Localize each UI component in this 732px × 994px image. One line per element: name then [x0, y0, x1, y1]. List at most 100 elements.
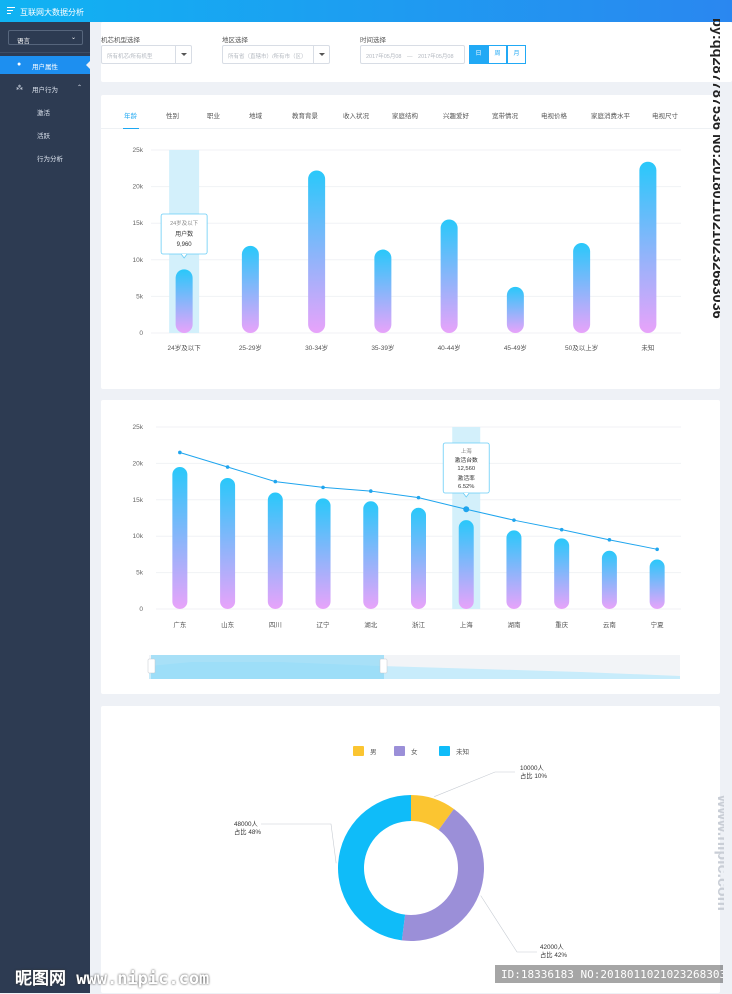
sidebar-item-user-attributes[interactable]: ● 用户属性: [0, 56, 90, 74]
user-icon: ●: [17, 61, 22, 68]
y-tick-label: 15k: [133, 220, 144, 227]
dropdown-icon: [313, 46, 329, 63]
tab-consumption[interactable]: 家庭消费水平: [591, 113, 630, 120]
slice-ratio-label-0: 占比 10%: [520, 771, 547, 780]
region-filter-label: 地区选择: [222, 37, 248, 44]
y-tick-label: 10k: [133, 257, 144, 264]
tab-education[interactable]: 教育背景: [292, 113, 318, 120]
tab-region[interactable]: 地域: [249, 113, 262, 120]
line-point-7: [512, 518, 516, 522]
tooltip-label-2: 激活率: [458, 474, 476, 482]
slice-count-label-1: 42000人: [540, 943, 565, 951]
bar-5: [506, 286, 524, 333]
bar-4: [440, 219, 458, 333]
tab-occupation[interactable]: 职业: [207, 113, 220, 120]
region-select[interactable]: 所有省（直辖市）/所有市（区）: [222, 45, 330, 64]
zoom-handle-right[interactable]: [379, 658, 388, 674]
age-chart-panel: 年龄 性别 职业 地域 教育背景 收入状况 家庭结构 兴趣爱好 宽带情况 电视价…: [101, 95, 720, 389]
x-tick-label: 24岁及以下: [168, 343, 202, 352]
granularity-month-button[interactable]: 月: [507, 45, 526, 64]
granularity-day-button[interactable]: 日: [469, 45, 488, 64]
y-tick-label: 5k: [136, 293, 144, 300]
model-select[interactable]: 所有机芯/所有机型: [101, 45, 192, 64]
watermark-site-text: www.nipic.com: [714, 795, 724, 911]
language-select[interactable]: 语言 ⌄: [8, 30, 83, 45]
bar-7: [506, 530, 522, 609]
app-title: 互联网大数据分析: [20, 8, 84, 17]
date-separator: —: [407, 54, 413, 60]
date-range-input[interactable]: 2017年05月08 — 2017年05月08: [360, 45, 465, 64]
model-select-placeholder: 所有机芯/所有机型: [107, 54, 153, 60]
legend-label-1: 女: [411, 747, 418, 756]
granularity-week-button[interactable]: 周: [488, 45, 507, 64]
legend-label-2: 未知: [456, 747, 469, 756]
legend-label-0: 男: [370, 748, 377, 756]
sidebar-subitem-behavior-analysis[interactable]: 行为分析: [37, 156, 63, 163]
line-point-2: [273, 479, 278, 484]
y-tick-label: 15k: [133, 497, 144, 504]
tooltip-value: 9,960: [177, 242, 193, 248]
sidebar-subitem-activation[interactable]: 激活: [37, 110, 50, 117]
line-point-5: [416, 495, 421, 500]
legend-swatch-0: [353, 746, 364, 756]
x-tick-label: 湖南: [507, 620, 521, 629]
bar-6: [573, 242, 591, 333]
y-tick-label: 25k: [133, 424, 144, 431]
bar-1: [220, 477, 236, 609]
attribute-tabs: 年龄 性别 职业 地域 教育背景 收入状况 家庭结构 兴趣爱好 宽带情况 电视价…: [101, 108, 720, 129]
x-tick-label: 辽宁: [317, 620, 331, 629]
menu-icon[interactable]: [7, 7, 15, 14]
sidebar-subitem-active[interactable]: 活跃: [37, 133, 50, 140]
sidebar-item-label: 用户行为: [32, 87, 58, 94]
tab-age[interactable]: 年龄: [124, 113, 137, 120]
zoom-handle-left[interactable]: [147, 658, 156, 674]
y-tick-label: 25k: [133, 147, 144, 154]
sidebar: 语言 ⌄ ● 用户属性 ⁂ 用户行为 ⌃ 激活 活跃 行为分析: [0, 22, 90, 993]
x-tick-label: 上海: [460, 620, 474, 629]
bar-1: [241, 245, 259, 333]
zoom-window[interactable]: [151, 655, 384, 679]
y-tick-label: 20k: [133, 184, 144, 191]
line-point-0: [178, 450, 182, 455]
bar-7: [639, 161, 657, 333]
x-tick-label: 35-39岁: [371, 343, 394, 352]
y-tick-label: 0: [139, 330, 143, 337]
bar-4: [363, 501, 379, 609]
age-bar-chart: 0 5k 10k 15k 20k 25k 24岁及以下 25-29岁 30-34岁 35-39岁 4…: [133, 147, 681, 352]
dropdown-icon: [175, 46, 191, 63]
x-tick-label: 40-44岁: [438, 343, 461, 352]
tab-interests[interactable]: 兴趣爱好: [443, 113, 469, 120]
tab-tv-price[interactable]: 电视价格: [541, 113, 567, 120]
x-tick-label: 30-34岁: [305, 343, 328, 352]
x-tick-label: 浙江: [412, 620, 426, 629]
donut-slice-0: [411, 795, 454, 830]
x-tick-label: 宁夏: [651, 620, 665, 629]
x-tick-label: 未知: [641, 343, 654, 352]
watermark-bottom-right: ID:18336183 NO:20180110210232683036: [495, 965, 723, 983]
line-point-1: [225, 465, 230, 469]
tab-income[interactable]: 收入状况: [343, 113, 369, 120]
tab-broadband[interactable]: 宽带情况: [492, 113, 518, 120]
tab-gender[interactable]: 性别: [166, 113, 179, 120]
tooltip-value-1: 12,560: [457, 466, 475, 472]
x-tick-label: 50及以上岁: [565, 343, 598, 352]
bar-2: [267, 492, 283, 609]
tooltip-title: 上海: [461, 447, 473, 455]
tab-family[interactable]: 家庭结构: [392, 113, 418, 120]
sidebar-item-user-behavior[interactable]: ⁂ 用户行为 ⌃: [0, 82, 90, 96]
tooltip-pointer: [462, 492, 470, 498]
top-bar: 互联网大数据分析: [0, 0, 732, 22]
tab-divider: [101, 128, 720, 129]
donut-slice-1: [401, 808, 485, 941]
chevron-up-icon: ⌃: [76, 85, 82, 91]
y-tick-label: 0: [139, 606, 143, 613]
x-tick-label: 山东: [221, 620, 235, 629]
x-tick-label: 45-49岁: [504, 343, 527, 352]
tooltip-pointer: [180, 253, 188, 259]
y-tick-label: 5k: [136, 570, 144, 577]
tab-tv-size[interactable]: 电视尺寸: [652, 113, 678, 120]
x-tick-label: 湖北: [364, 620, 378, 629]
watermark-vertical-text: by:qq287787536 No:20180110210232683036: [709, 18, 720, 319]
sidebar-divider: [0, 52, 90, 53]
